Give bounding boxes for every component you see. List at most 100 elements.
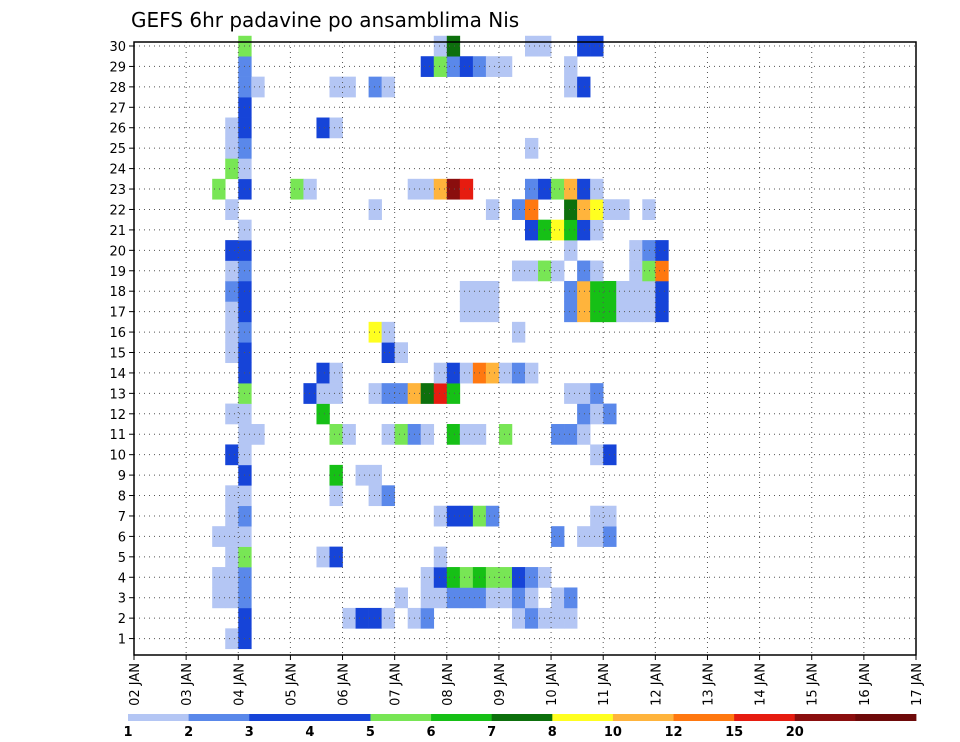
colorbar-segment: [794, 714, 856, 721]
y-tick-label: 15: [109, 347, 126, 362]
heatmap-cell: [420, 607, 435, 629]
heatmap-cell: [225, 321, 239, 343]
heatmap-cell: [485, 587, 500, 609]
heatmap-cell: [655, 301, 669, 323]
heatmap-cell: [212, 567, 226, 588]
colorbar-segment: [370, 714, 432, 721]
colorbar-label: 20: [786, 725, 804, 740]
heatmap-cell: [459, 362, 474, 384]
y-tick-label: 9: [118, 469, 126, 484]
heatmap-cell: [329, 464, 343, 486]
y-tick-label: 5: [118, 551, 126, 566]
heatmap-cell: [564, 301, 578, 323]
heatmap-cell: [485, 280, 500, 302]
heatmap-cell: [225, 546, 239, 568]
heatmap-cell: [433, 505, 448, 527]
heatmap-cell: [446, 567, 461, 588]
heatmap-cell: [212, 526, 226, 547]
heatmap-cell: [590, 219, 604, 241]
heatmap-cell: [446, 587, 461, 609]
heatmap-cell: [329, 424, 343, 445]
heatmap-cell: [225, 403, 239, 425]
y-tick-label: 24: [109, 163, 126, 178]
heatmap-cell: [225, 240, 239, 261]
heatmap-cell: [446, 383, 461, 404]
y-tick-label: 11: [109, 428, 126, 443]
heatmap-cell: [577, 260, 591, 282]
heatmap-cell: [329, 117, 343, 139]
heatmap-cell: [446, 362, 461, 384]
heatmap-cell: [381, 76, 395, 98]
heatmap-cell: [577, 199, 591, 220]
heatmap-cell: [329, 546, 343, 568]
heatmap-cell: [446, 505, 461, 527]
heatmap-cell: [225, 260, 239, 282]
heatmap-cell: [498, 424, 513, 445]
heatmap-cell: [446, 424, 461, 445]
heatmap-cell: [642, 260, 656, 282]
heatmap-cell: [551, 178, 565, 200]
x-tick-label: 05 JAN: [284, 663, 299, 706]
heatmap-cell: [368, 485, 382, 507]
x-tick-label: 15 JAN: [806, 663, 821, 706]
x-tick-label: 08 JAN: [441, 663, 456, 706]
colorbar-label: 15: [725, 725, 743, 740]
heatmap-cell: [212, 178, 226, 200]
x-tick-label: 10 JAN: [545, 663, 560, 706]
heatmap-cell: [551, 219, 565, 241]
heatmap-cell: [225, 280, 239, 302]
heatmap-cell: [590, 35, 604, 57]
heatmap-cell: [433, 56, 448, 77]
colorbar-label: 8: [548, 725, 557, 740]
colorbar-segment: [552, 714, 614, 721]
y-axis-ticks: 1234567891011121314151617181920212223242…: [109, 40, 134, 648]
heatmap-cell: [316, 383, 330, 404]
colorbar-segment: [673, 714, 735, 721]
heatmap-cell: [381, 424, 395, 445]
heatmap-cell: [551, 587, 565, 609]
heatmap-cell: [629, 301, 643, 323]
heatmap-cell: [225, 137, 239, 159]
heatmap-cell: [459, 301, 474, 323]
heatmap-cell: [459, 56, 474, 77]
colorbar-segment: [128, 714, 190, 721]
heatmap-cell: [485, 56, 500, 77]
heatmap-cell: [655, 260, 669, 282]
colorbar-segment: [249, 714, 311, 721]
heatmap-cell: [485, 505, 500, 527]
heatmap-cell: [629, 280, 643, 302]
colorbar-label: 7: [487, 725, 496, 740]
x-tick-label: 06 JAN: [337, 663, 352, 706]
colorbar-segment: [188, 714, 250, 721]
heatmap-cell: [485, 301, 500, 323]
y-tick-label: 30: [109, 40, 126, 55]
heatmap-cell: [525, 607, 539, 629]
heatmap-cell: [564, 199, 578, 220]
heatmap-cell: [577, 526, 591, 547]
heatmap-cell: [564, 587, 578, 609]
heatmap-cell: [394, 342, 408, 364]
colorbar-label: 10: [604, 725, 622, 740]
colorbar-segment: [612, 714, 674, 721]
heatmap-cell: [616, 199, 630, 220]
heatmap-cell: [433, 567, 448, 588]
heatmap-cell: [329, 383, 343, 404]
x-tick-label: 16 JAN: [858, 663, 873, 706]
heatmap-cell: [564, 56, 578, 77]
heatmap-cell: [629, 260, 643, 282]
heatmap-cell: [446, 56, 461, 77]
y-tick-label: 1: [118, 633, 126, 648]
heatmap-cell: [655, 240, 669, 261]
heatmap-cell: [420, 56, 435, 77]
heatmap-cell: [577, 383, 591, 404]
heatmap-cell: [225, 628, 239, 650]
heatmap-cell: [225, 505, 239, 527]
chart-title: GEFS 6hr padavine po ansamblima Nis: [131, 8, 519, 32]
y-tick-label: 13: [109, 387, 126, 402]
colorbar-label: 1: [123, 725, 132, 740]
heatmap-cell: [577, 178, 591, 200]
heatmap-cell: [420, 587, 435, 609]
heatmap-cell: [355, 464, 369, 486]
heatmap-cell: [525, 260, 539, 282]
